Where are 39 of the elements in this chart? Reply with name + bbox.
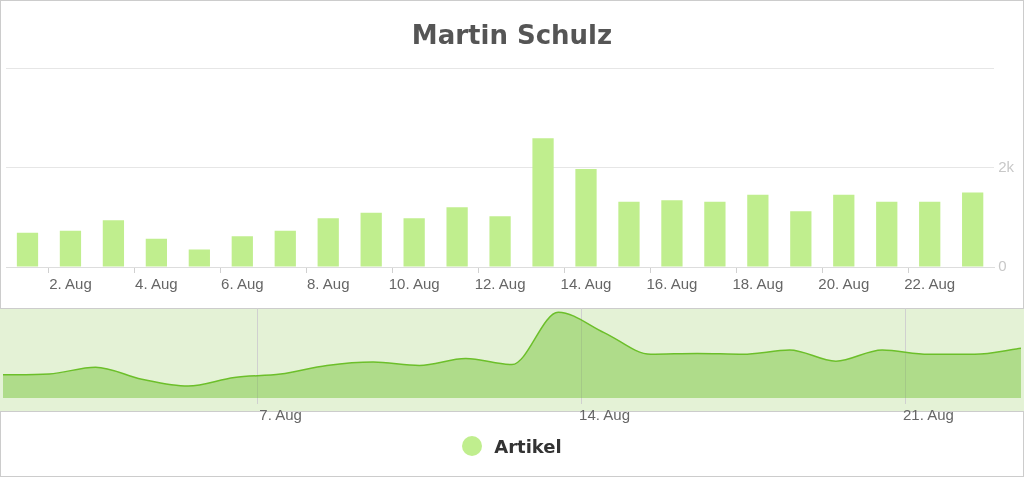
x-tick-label: 14. Aug xyxy=(560,275,612,293)
bar xyxy=(833,194,855,267)
x-tick-label: 20. Aug xyxy=(818,275,870,293)
bar xyxy=(102,220,125,267)
bar xyxy=(790,211,812,267)
bar xyxy=(446,207,468,267)
x-tick-label: 7. Aug xyxy=(259,406,302,424)
bar xyxy=(575,168,597,267)
bar xyxy=(661,200,683,267)
bar xyxy=(962,192,984,267)
x-tick-label: 22. Aug xyxy=(904,275,956,293)
x-tick-label: 14. Aug xyxy=(579,406,630,424)
chart-title: Martin Schulz xyxy=(410,20,614,50)
bar xyxy=(188,249,210,267)
x-tick-label: 6. Aug xyxy=(221,275,264,293)
x-tick-label: 18. Aug xyxy=(732,275,784,293)
x-tick-label: 10. Aug xyxy=(388,275,440,293)
x-tick-label: 8. Aug xyxy=(306,275,350,293)
x-tick-label: 16. Aug xyxy=(646,275,698,293)
bar xyxy=(403,218,425,267)
bar xyxy=(317,218,339,267)
bar xyxy=(532,138,554,267)
bar xyxy=(274,230,296,267)
bar xyxy=(145,238,168,267)
bar xyxy=(618,201,640,267)
bar xyxy=(489,216,511,267)
x-tick-label: 4. Aug xyxy=(135,275,178,293)
bar xyxy=(747,194,769,267)
legend-label: Artikel xyxy=(494,436,562,457)
bar xyxy=(704,201,726,267)
x-tick-label: 2. Aug xyxy=(49,275,92,293)
bar xyxy=(360,212,382,267)
bar xyxy=(16,232,39,267)
bar xyxy=(231,236,253,267)
bar xyxy=(59,230,82,267)
x-tick-label: 21. Aug xyxy=(903,406,954,424)
x-tick-label: 12. Aug xyxy=(474,275,526,293)
bar xyxy=(919,201,941,267)
bar xyxy=(876,201,898,267)
